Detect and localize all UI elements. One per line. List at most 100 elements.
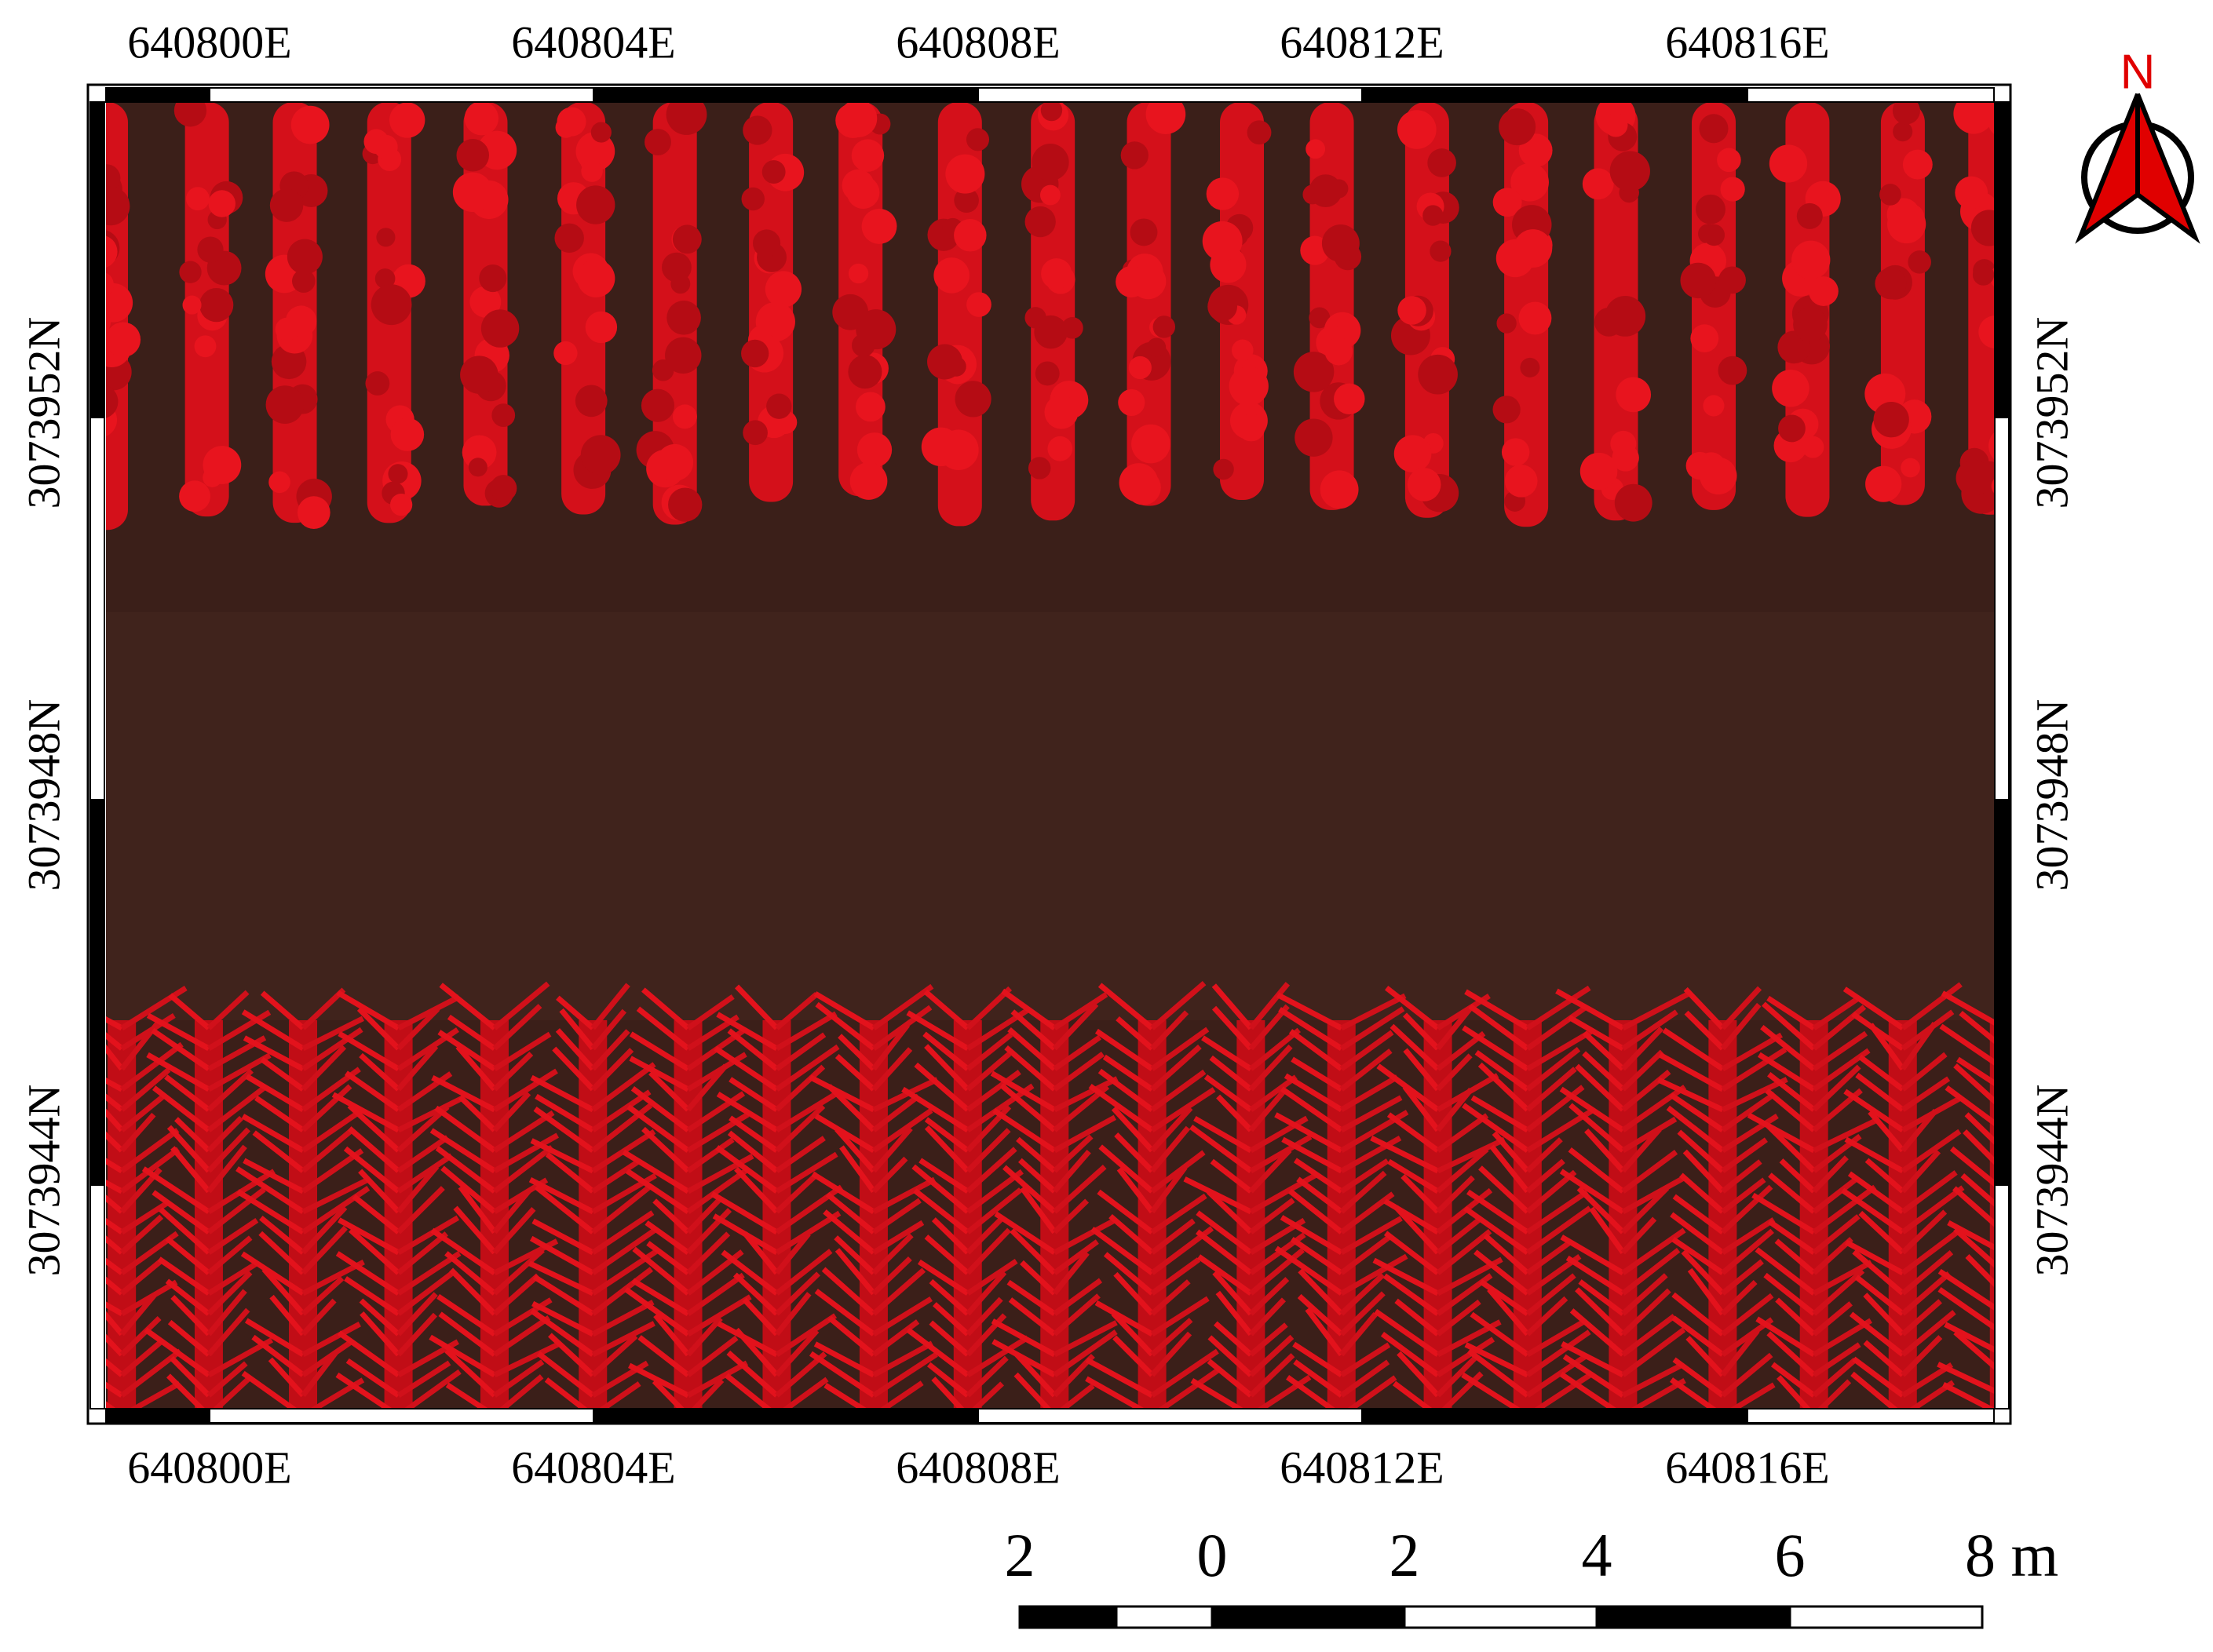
crop-leaf bbox=[1131, 424, 1170, 464]
crop-leaf bbox=[1248, 1277, 1290, 1316]
crop-leaf bbox=[1116, 1016, 1154, 1051]
crop-leaf bbox=[1562, 1354, 1625, 1398]
crop-leaf bbox=[1576, 1186, 1625, 1234]
crop-leaf bbox=[1901, 1108, 1938, 1153]
crop-leaf bbox=[872, 1220, 925, 1255]
crop-leaf bbox=[1779, 1158, 1817, 1194]
crop-leaf bbox=[1841, 1187, 1904, 1234]
crop-leaf bbox=[1150, 1150, 1206, 1194]
crop-leaf bbox=[1119, 463, 1159, 502]
crop-leaf bbox=[1320, 470, 1359, 509]
crop-leaf bbox=[1436, 1228, 1492, 1275]
crop-leaf bbox=[1211, 983, 1254, 1030]
crop-leaf bbox=[376, 228, 396, 247]
crop-leaf bbox=[1847, 1171, 1904, 1214]
crop-leaf bbox=[1681, 1249, 1725, 1296]
scale-segment bbox=[1595, 1605, 1791, 1629]
crop-leaf bbox=[1621, 1314, 1676, 1357]
crop-leaf bbox=[269, 188, 304, 222]
crop-leaf bbox=[1207, 1335, 1253, 1377]
crop-row-top bbox=[1579, 102, 1652, 522]
crop-leaf bbox=[670, 274, 691, 294]
crop-leaf bbox=[492, 1207, 536, 1255]
crop-leaf bbox=[1436, 1175, 1475, 1214]
crop-leaf bbox=[727, 1028, 779, 1071]
crop-leaf bbox=[397, 1095, 466, 1133]
crop-leaf bbox=[1812, 1357, 1857, 1398]
crop-leaf bbox=[129, 1380, 181, 1409]
crop-leaf bbox=[151, 1027, 210, 1071]
crop-leaf bbox=[106, 1078, 123, 1092]
crop-leaf bbox=[1149, 1165, 1188, 1214]
crop-leaf bbox=[445, 1382, 489, 1409]
crop-leaf bbox=[1751, 1192, 1816, 1234]
crop-leaf bbox=[1812, 1048, 1871, 1092]
crop-leaf bbox=[1769, 144, 1808, 183]
crop-leaf bbox=[1864, 1158, 1905, 1194]
crop-leaf bbox=[301, 1276, 345, 1316]
crop-leaf bbox=[753, 229, 781, 257]
crop-leaf bbox=[106, 164, 121, 192]
crop-leaf bbox=[1248, 1045, 1293, 1092]
border-segment bbox=[1747, 1408, 1995, 1424]
crop-leaf bbox=[686, 1091, 746, 1132]
crop-leaf bbox=[1901, 1076, 1951, 1112]
crop-leaf bbox=[1053, 1218, 1115, 1256]
crop-leaf bbox=[119, 1293, 157, 1337]
crop-leaf bbox=[871, 1267, 926, 1316]
crop-leaf bbox=[534, 1184, 595, 1234]
crop-leaf bbox=[954, 219, 987, 252]
crop-leaf bbox=[206, 1217, 259, 1255]
crop-leaf bbox=[146, 1052, 210, 1092]
crop-leaf bbox=[727, 1130, 779, 1173]
crop-leaf bbox=[170, 1355, 211, 1398]
crop-leaf bbox=[1575, 1287, 1625, 1337]
x-coordinate-label: 640804E bbox=[511, 1442, 675, 1493]
crop-leaf bbox=[1657, 1077, 1724, 1113]
crop-leaf bbox=[529, 1235, 594, 1276]
crop-leaf bbox=[1193, 1115, 1253, 1154]
crop-leaf bbox=[492, 1248, 545, 1296]
crop-leaf bbox=[2004, 1028, 2067, 1069]
crop-leaf bbox=[166, 1373, 206, 1409]
crop-leaf bbox=[1436, 1216, 1482, 1255]
y-coordinate-label: 3073948N bbox=[18, 699, 69, 892]
crop-leaf bbox=[1339, 1359, 1390, 1398]
crop-leaf bbox=[871, 1156, 908, 1194]
crop-leaf bbox=[622, 1149, 690, 1194]
crop-leaf bbox=[630, 1086, 690, 1132]
crop-leaf bbox=[966, 1216, 1004, 1255]
crop-leaf bbox=[871, 1093, 921, 1132]
crop-leaf bbox=[1863, 1340, 1905, 1377]
crop-leaf bbox=[585, 311, 618, 344]
crop-leaf bbox=[732, 1272, 779, 1316]
crop-leaf bbox=[1679, 1172, 1725, 1214]
crop-leaf bbox=[1053, 1239, 1099, 1275]
crop-leaf bbox=[1150, 980, 1207, 1030]
crop-leaf bbox=[436, 1293, 496, 1337]
crop-leaf bbox=[1248, 1148, 1292, 1194]
crop-leaf bbox=[1875, 268, 1907, 300]
crop-leaf bbox=[236, 1189, 305, 1234]
crop-leaf bbox=[914, 1062, 970, 1112]
border-segment bbox=[593, 87, 979, 103]
crop-leaf bbox=[1575, 1063, 1625, 1112]
crop-leaf bbox=[553, 341, 578, 366]
crop-leaf bbox=[530, 1308, 595, 1357]
crop-leaf bbox=[1525, 1273, 1576, 1316]
crop-leaf bbox=[167, 1319, 211, 1357]
crop-leaf bbox=[1013, 1351, 1057, 1398]
crop-leaf bbox=[1582, 1030, 1625, 1071]
crop-leaf bbox=[851, 139, 885, 172]
crop-leaf bbox=[106, 228, 107, 237]
crop-row-top bbox=[1864, 102, 1933, 505]
crop-leaf bbox=[2004, 1373, 2065, 1416]
crop-leaf bbox=[1001, 988, 1057, 1030]
crop-leaf bbox=[106, 1235, 124, 1255]
coordinate-labels: 640800E 640800E 640804E 640804E 640808E 64080… bbox=[18, 16, 2077, 1493]
crop-leaf bbox=[106, 1093, 124, 1112]
crop-leaf bbox=[901, 1086, 970, 1132]
crop-leaf bbox=[456, 138, 490, 172]
crop-row-bottom bbox=[1841, 982, 1965, 1409]
crop-leaf bbox=[1501, 438, 1530, 466]
